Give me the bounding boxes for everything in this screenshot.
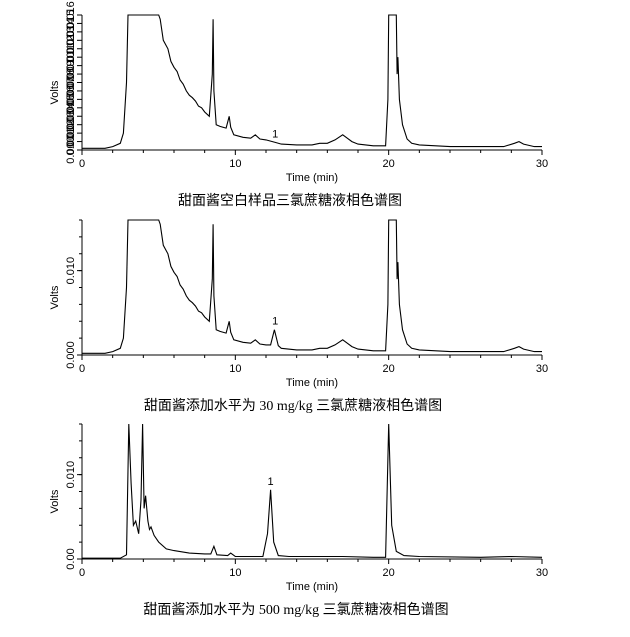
x-tick-label-3-0: 0 <box>79 567 85 579</box>
panel-caption-1: 甜面酱空白样品三氯蔗糖液相色谱图 <box>178 192 402 209</box>
x-axis-label-1: Time (min) <box>286 172 338 184</box>
x-tick-label-2-0: 0 <box>79 363 85 375</box>
y-tick-label-1-13: 0.013 <box>65 27 77 55</box>
panel-caption-3: 甜面酱添加水平为 500 mg/kg 三氯蔗糖液相色谱图 <box>143 601 448 618</box>
x-tick-label-3-20: 20 <box>383 567 395 579</box>
chromatogram-trace-2 <box>82 219 542 354</box>
x-tick-label-2-10: 10 <box>229 363 241 375</box>
y-tick-label-1-16: 0.016 <box>65 1 77 29</box>
x-tick-label-1-30: 30 <box>536 158 548 170</box>
x-axis-label-3: Time (min) <box>286 581 338 593</box>
y-tick-label-1-3: 0.003 <box>65 111 77 139</box>
y-tick-label-1-0: 0.000 <box>65 136 77 164</box>
x-tick-label-3-10: 10 <box>229 567 241 579</box>
y-tick-label-3-1: 0.010 <box>65 461 77 489</box>
peak-label-3: 1 <box>268 476 274 488</box>
y-tick-label-1-1: 0.001 <box>65 128 77 156</box>
x-tick-label-3-30: 30 <box>536 567 548 579</box>
y-tick-label-1-7: 0.007 <box>65 77 77 105</box>
y-tick-label-1-10: 0.010 <box>65 52 77 80</box>
y-tick-label-1-6: 0.006 <box>65 86 77 114</box>
x-tick-label-2-20: 20 <box>383 363 395 375</box>
y-tick-label-1-8: 0.008 <box>65 69 77 97</box>
x-tick-label-1-0: 0 <box>79 158 85 170</box>
y-tick-label-1-12: 0.012 <box>65 35 77 63</box>
y-tick-label-1-4: 0.004 <box>65 102 77 130</box>
chromatogram-trace-1 <box>82 14 542 149</box>
y-tick-label-3-0: 0.00 <box>65 548 77 569</box>
panel-caption-2: 甜面酱添加水平为 30 mg/kg 三氯蔗糖液相色谱图 <box>144 397 442 414</box>
x-tick-label-2-30: 30 <box>536 363 548 375</box>
y-tick-label-1-2: 0.002 <box>65 119 77 147</box>
y-tick-label-2-1: 0.010 <box>65 257 77 285</box>
chromatogram-trace-3 <box>82 423 543 559</box>
y-tick-label-1-15: 0.015 <box>65 10 77 38</box>
y-axis-label-1: Volts <box>49 80 61 104</box>
y-tick-label-1-5: 0.005 <box>65 94 77 122</box>
x-tick-label-1-10: 10 <box>229 158 241 170</box>
y-axis-label-2: Volts <box>49 285 61 309</box>
x-tick-label-1-20: 20 <box>383 158 395 170</box>
y-tick-label-1-14: 0.014 <box>65 18 77 46</box>
peak-label-1: 1 <box>272 128 278 140</box>
peak-label-2: 1 <box>272 316 278 328</box>
y-tick-label-1-9: 0.009 <box>65 60 77 88</box>
y-tick-label-2-0: 0.000 <box>65 341 77 369</box>
x-axis-label-2: Time (min) <box>286 377 338 389</box>
y-tick-label-1-11: 0.011 <box>65 44 77 71</box>
y-axis-label-3: Volts <box>49 489 61 513</box>
